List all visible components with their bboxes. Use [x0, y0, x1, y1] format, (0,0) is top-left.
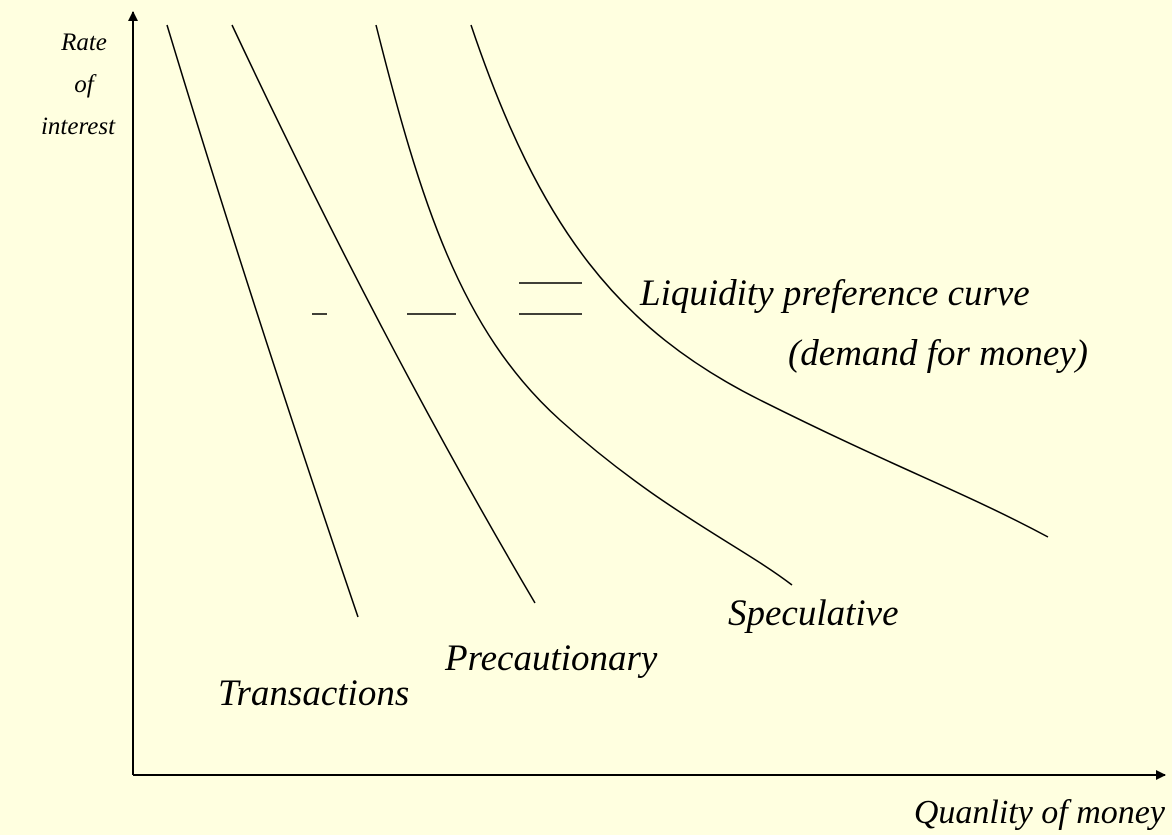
curve-label: Precautionary — [444, 638, 658, 679]
y-axis-label: Rate — [60, 29, 107, 56]
transactions-curve — [166, 24, 359, 618]
curve-label: Liquidity preference curve — [639, 273, 1030, 314]
curve-label: Speculative — [728, 593, 899, 634]
x-axis-label: Quanlity of money — [914, 794, 1166, 831]
precautionary-curve — [231, 24, 536, 604]
speculative-curve — [375, 24, 793, 586]
liquidity-curve — [470, 24, 1049, 538]
y-axis-label: of — [74, 71, 97, 98]
curve-label: Transactions — [218, 673, 409, 714]
curve-label: (demand for money) — [788, 333, 1088, 374]
y-axis-label: interest — [41, 113, 116, 140]
